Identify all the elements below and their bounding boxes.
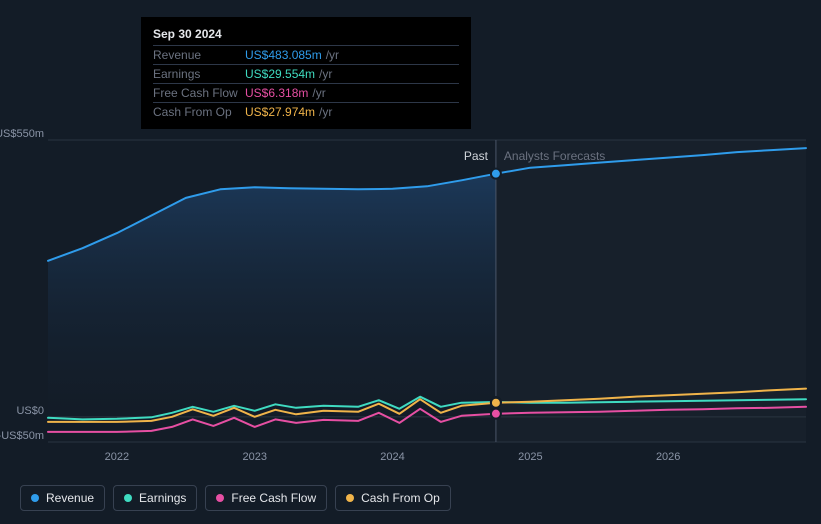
tooltip-row-unit: /yr xyxy=(312,84,325,102)
series-marker xyxy=(491,398,501,408)
legend-item[interactable]: Free Cash Flow xyxy=(205,485,327,511)
tooltip-row-value: US$27.974m xyxy=(245,103,315,121)
legend-dot xyxy=(124,494,132,502)
tooltip-row-label: Earnings xyxy=(153,65,245,83)
tooltip-row-unit: /yr xyxy=(319,65,332,83)
legend-dot xyxy=(31,494,39,502)
chart-legend: Revenue Earnings Free Cash Flow Cash From O… xyxy=(20,485,451,511)
x-axis-label: 2024 xyxy=(380,451,404,463)
tooltip-row-label: Revenue xyxy=(153,46,245,64)
series-marker xyxy=(491,169,501,179)
legend-item[interactable]: Earnings xyxy=(113,485,197,511)
legend-label: Cash From Op xyxy=(361,491,440,505)
x-axis-label: 2025 xyxy=(518,451,542,463)
legend-dot xyxy=(346,494,354,502)
series-marker xyxy=(491,409,501,419)
tooltip-row-value: US$6.318m xyxy=(245,84,308,102)
tooltip-row-label: Cash From Op xyxy=(153,103,245,121)
past-region-label: Past xyxy=(464,149,489,163)
financials-chart: -US$50m US$0 US$550m Past Analysts Forecasts… xyxy=(0,0,821,524)
tooltip-row-unit: /yr xyxy=(326,46,339,64)
y-axis-label: US$0 xyxy=(16,405,44,417)
tooltip-date: Sep 30 2024 xyxy=(153,25,459,43)
legend-dot xyxy=(216,494,224,502)
tooltip-row: Cash From OpUS$27.974m/yr xyxy=(153,102,459,121)
legend-label: Revenue xyxy=(46,491,94,505)
tooltip-row: EarningsUS$29.554m/yr xyxy=(153,64,459,83)
x-axis-label: 2022 xyxy=(105,451,129,463)
chart-tooltip: Sep 30 2024 RevenueUS$483.085m/yrEarning… xyxy=(141,17,471,129)
x-axis-label: 2023 xyxy=(242,451,266,463)
legend-label: Earnings xyxy=(139,491,186,505)
legend-label: Free Cash Flow xyxy=(231,491,316,505)
tooltip-row-unit: /yr xyxy=(319,103,332,121)
tooltip-row-value: US$483.085m xyxy=(245,46,322,64)
tooltip-row: RevenueUS$483.085m/yr xyxy=(153,45,459,64)
tooltip-row-label: Free Cash Flow xyxy=(153,84,245,102)
tooltip-row: Free Cash FlowUS$6.318m/yr xyxy=(153,83,459,102)
y-axis-label: -US$50m xyxy=(0,430,44,442)
legend-item[interactable]: Revenue xyxy=(20,485,105,511)
x-axis-label: 2026 xyxy=(656,451,680,463)
forecast-region-label: Analysts Forecasts xyxy=(504,149,605,163)
y-axis-label: US$550m xyxy=(0,128,44,140)
legend-item[interactable]: Cash From Op xyxy=(335,485,451,511)
tooltip-row-value: US$29.554m xyxy=(245,65,315,83)
